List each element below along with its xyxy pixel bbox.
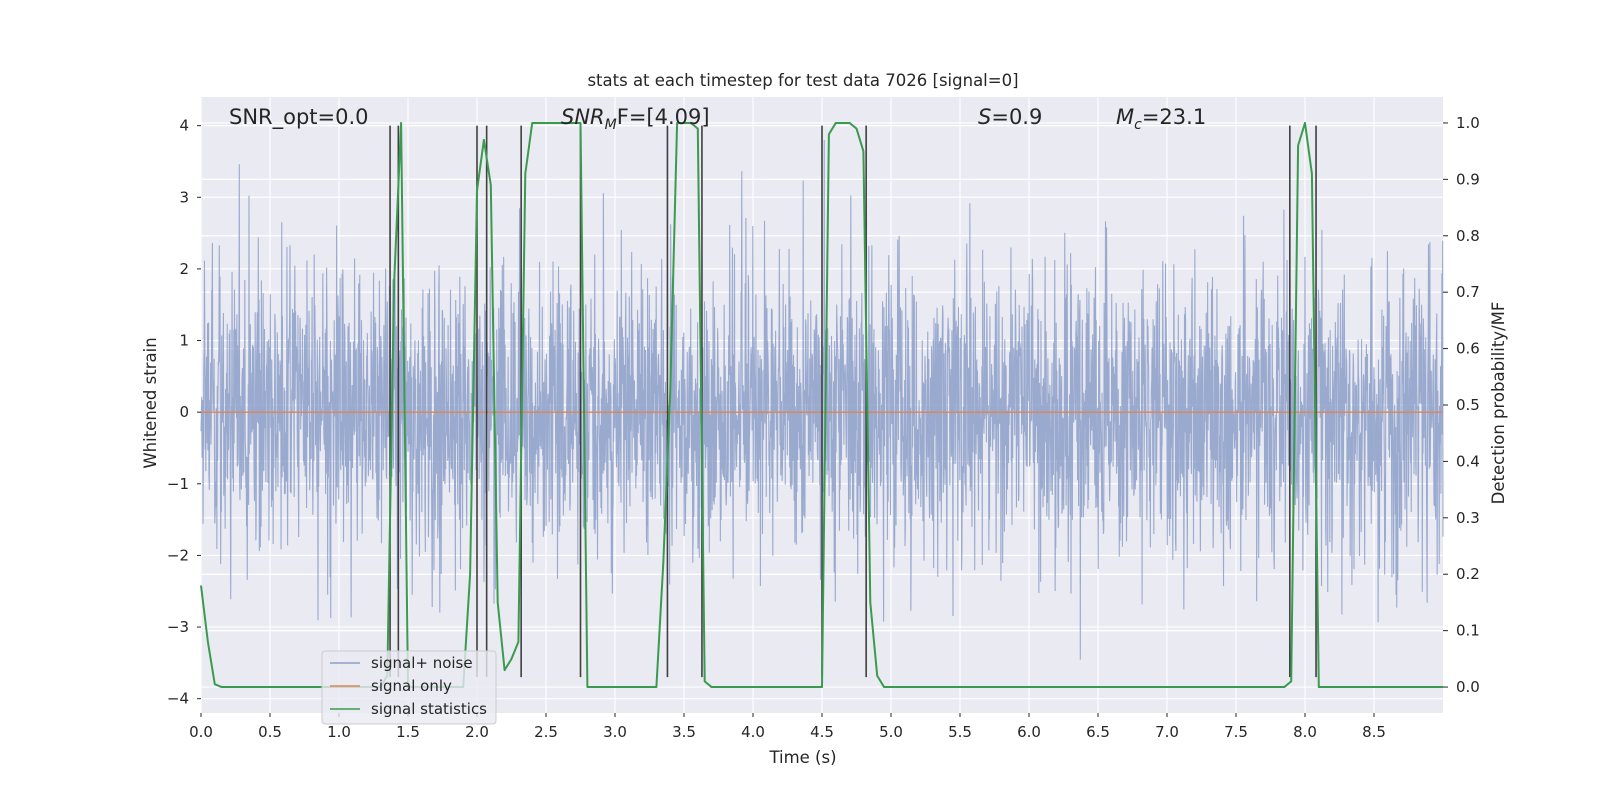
y-right-tick-label: 0.0 [1456, 678, 1480, 696]
x-tick-label: 8.0 [1293, 723, 1317, 741]
x-tick-label: 1.5 [396, 723, 420, 741]
y-left-tick-label: −3 [167, 618, 189, 636]
legend-label-signal-only: signal only [371, 677, 452, 695]
x-tick-label: 5.0 [879, 723, 903, 741]
y-left-tick-label: 3 [179, 188, 189, 206]
x-axis-label: Time (s) [768, 748, 836, 767]
x-tick-label: 3.5 [672, 723, 696, 741]
annotation-mc-value: =23.1 [1142, 105, 1206, 129]
legend-box [321, 650, 497, 725]
annotation-s: S=0.9 [978, 105, 1042, 129]
y-right-tick-label: 0.6 [1456, 340, 1480, 358]
x-tick-label: 3.0 [603, 723, 627, 741]
y-right-axis-label: Detection probability/MF [1489, 302, 1508, 505]
legend-label-signal-plus-noise: signal+ noise [371, 654, 473, 672]
y-right-tick-label: 0.8 [1456, 227, 1480, 245]
x-tick-label: 6.5 [1086, 723, 1110, 741]
x-tick-label: 0.0 [189, 723, 213, 741]
y-right-tick-label: 0.9 [1456, 170, 1480, 188]
x-tick-label: 2.5 [534, 723, 558, 741]
y-left-axis-ticks: 4 3 2 1 0 −1 −2 −3 −4 [167, 117, 201, 708]
y-left-tick-label: −1 [167, 475, 189, 493]
x-tick-label: 2.0 [465, 723, 489, 741]
y-left-tick-label: −4 [167, 690, 189, 708]
x-tick-label: 7.5 [1224, 723, 1248, 741]
annotation-mc-italic: M [1116, 105, 1134, 129]
x-tick-label: 4.0 [741, 723, 765, 741]
y-right-tick-label: 0.3 [1456, 509, 1480, 527]
annotation-snr-mf: SNRMF=[4.09] [561, 105, 710, 133]
x-tick-label: 4.5 [810, 723, 834, 741]
x-tick-label: 7.0 [1155, 723, 1179, 741]
y-left-axis-label: Whitened strain [141, 337, 160, 468]
y-right-tick-label: 0.4 [1456, 452, 1480, 470]
legend: signal+ noise signal only signal statist… [321, 650, 497, 725]
chart-title: stats at each timestep for test data 702… [587, 71, 1018, 90]
y-right-tick-label: 0.7 [1456, 283, 1480, 301]
annotation-s-value: =0.9 [991, 105, 1042, 129]
annotation-mc-sub: c [1134, 117, 1142, 133]
y-right-tick-label: 0.2 [1456, 565, 1480, 583]
x-tick-label: 6.0 [1017, 723, 1041, 741]
y-left-tick-label: −2 [167, 546, 189, 564]
y-right-axis-ticks: 1.0 0.9 0.8 0.7 0.6 0.5 0.4 0.3 0.2 0.1 0.0 [1443, 114, 1480, 696]
y-left-tick-label: 0 [179, 403, 189, 421]
y-left-tick-label: 2 [179, 260, 189, 278]
x-tick-label: 5.5 [948, 723, 972, 741]
annotation-snr-opt: SNR_opt=0.0 [229, 105, 369, 130]
x-tick-label: 8.5 [1362, 723, 1386, 741]
annotation-snr-mf-rest: F=[4.09] [617, 105, 710, 129]
x-tick-label: 1.0 [327, 723, 351, 741]
annotation-s-italic: S [978, 105, 991, 129]
annotation-mc: Mc=23.1 [1116, 105, 1206, 133]
annotation-snr-mf-main: SNR [561, 105, 605, 129]
y-left-tick-label: 1 [179, 332, 189, 350]
y-left-tick-label: 4 [179, 117, 189, 135]
annotation-snr-mf-sub: M [605, 117, 617, 133]
y-right-tick-label: 1.0 [1456, 114, 1480, 132]
x-tick-label: 0.5 [258, 723, 282, 741]
x-axis-ticks: 0.0 0.5 1.0 1.5 2.0 2.5 3.0 3.5 4.0 4.5 5.0 5.5 6.0 6… [189, 713, 1386, 741]
legend-label-signal-statistics: signal statistics [371, 700, 487, 718]
y-right-tick-label: 0.1 [1456, 622, 1480, 640]
y-right-tick-label: 0.5 [1456, 396, 1480, 414]
